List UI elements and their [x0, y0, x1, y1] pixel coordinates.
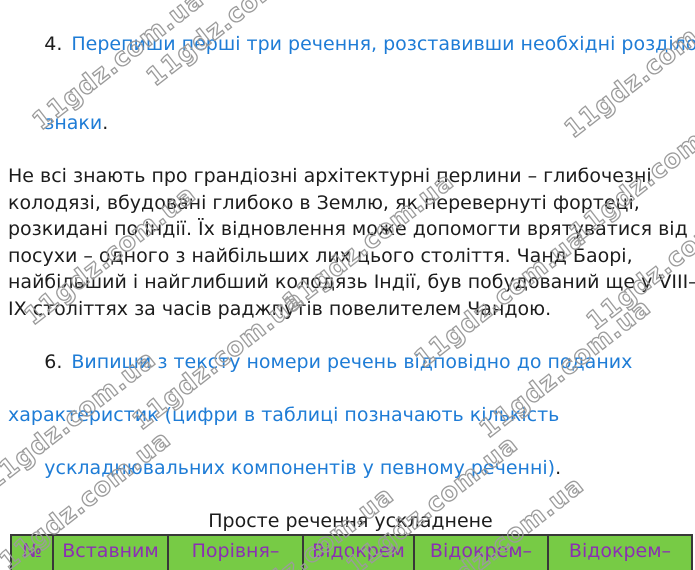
exercise-6-period: .: [555, 456, 562, 479]
column-header-detached-object: Відокрем –леним додатком: [302, 533, 415, 570]
sentence-complication-table: № Вставним словом Порівня– льним зворото…: [10, 533, 693, 570]
exercise-6-heading-line-3: ускладнювальних компонентів у певному ре…: [8, 428, 695, 508]
column-header-comparative-turn: Порівня– льним зворотом: [167, 533, 304, 570]
column-header-inserted-word: Вставним словом: [52, 533, 169, 570]
exercise-4-heading-line-2: знаки.: [8, 84, 695, 164]
exercise-4-number: 4.: [44, 32, 63, 55]
exercise-6-prompt-line-2: характеристик (цифри в таблиці позначают…: [8, 403, 560, 426]
column-header-detached-adverbial: Відокрем– леною обставино ю: [413, 533, 549, 570]
paragraph-line: колодязі, вбудовані глибоко в Землю, як …: [8, 191, 640, 214]
exercise-6-prompt-line-1: Випиши з тексту номери речень відповідно…: [71, 350, 633, 373]
paragraph-line: посухи – одного з найбільших лих цього с…: [8, 244, 633, 267]
page-content: 4. Перепиши перші три речення, розставивш…: [8, 4, 695, 570]
exercise-4-prompt-line-1: Перепиши перші три речення, розставивши …: [71, 32, 695, 55]
table-header-row: № Вставним словом Порівня– льним зворото…: [10, 533, 693, 570]
paragraph-line: найбільший і найглибший колодязь Індії, …: [8, 271, 695, 293]
paragraph-line: розкидані по Індії. Їх відновлення може …: [8, 218, 688, 240]
table-title: Просте речення ускладнене: [208, 509, 493, 532]
exercise-6-heading: 6. Випиши з тексту номери речень відповід…: [8, 322, 695, 402]
exercise-4-period: .: [102, 112, 109, 134]
exercise-4-heading: 4. Перепиши перші три речення, розставивш…: [8, 4, 695, 84]
exercise-6-number: 6.: [44, 350, 63, 373]
paragraph-line: IX століттях за часів раджпутів повелите…: [8, 297, 552, 320]
exercise-6-prompt-line-3: ускладнювальних компонентів у певному ре…: [44, 456, 556, 479]
column-header-number: №: [10, 533, 54, 570]
paragraph-line: Не всі знають про грандіозні архітектурн…: [8, 165, 652, 187]
exercise-4-prompt-line-2: знаки: [44, 112, 103, 134]
column-header-detached-attribute: Відокрем– леним означенням: [547, 533, 693, 570]
